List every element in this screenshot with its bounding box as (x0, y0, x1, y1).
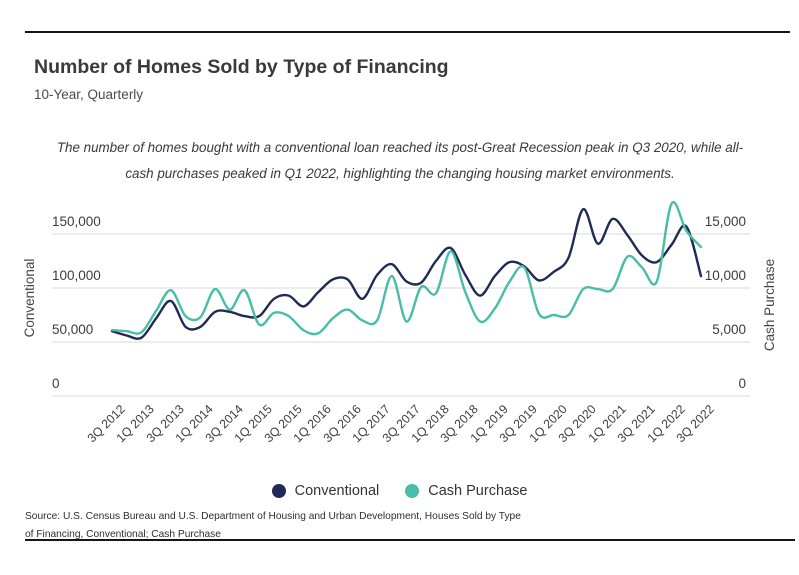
y-tick-label-right: 10,000 (704, 268, 746, 283)
legend-item-cash: Cash Purchase (405, 483, 527, 499)
source-note: Source: U.S. Census Bureau and U.S. Depa… (25, 508, 521, 544)
source-line-1: Source: U.S. Census Bureau and U.S. Depa… (25, 511, 521, 522)
legend-label-conventional: Conventional (294, 483, 380, 499)
y-tick-label-right: 5,000 (712, 322, 746, 337)
y-tick-label-left: 50,000 (52, 322, 94, 337)
top-rule (25, 31, 790, 33)
source-line-2: of Financing, Conventional; Cash Purchas… (25, 529, 221, 540)
legend-label-cash: Cash Purchase (428, 483, 528, 499)
left-axis-title: Conventional (22, 258, 37, 338)
conventional-legend-dot-icon (271, 484, 286, 498)
bottom-rule (25, 539, 795, 541)
page-subtitle: 10-Year, Quarterly (34, 87, 144, 102)
series-line-conventional (110, 207, 703, 340)
line-chart (52, 201, 750, 397)
y-tick-label-left: 150,000 (52, 214, 101, 229)
legend: Conventional Cash Purchase (0, 483, 799, 499)
y-tick-label-left: 100,000 (52, 268, 101, 283)
series-line-cash-purchase (110, 201, 703, 336)
chart-annotation: The number of homes bought with a conven… (40, 135, 760, 187)
cash-purchase-legend-dot-icon (405, 484, 420, 498)
right-axis-title: Cash Purchase (762, 258, 777, 352)
legend-item-conventional: Conventional (271, 483, 380, 499)
page-title: Number of Homes Sold by Type of Financin… (34, 56, 449, 78)
y-tick-label-right: 15,000 (704, 214, 746, 229)
y-tick-label-left: 0 (52, 376, 60, 391)
annotation-line-2: cash purchases peaked in Q1 2022, highli… (125, 166, 675, 181)
annotation-line-1: The number of homes bought with a conven… (56, 140, 744, 155)
y-tick-label-right: 0 (738, 376, 746, 391)
